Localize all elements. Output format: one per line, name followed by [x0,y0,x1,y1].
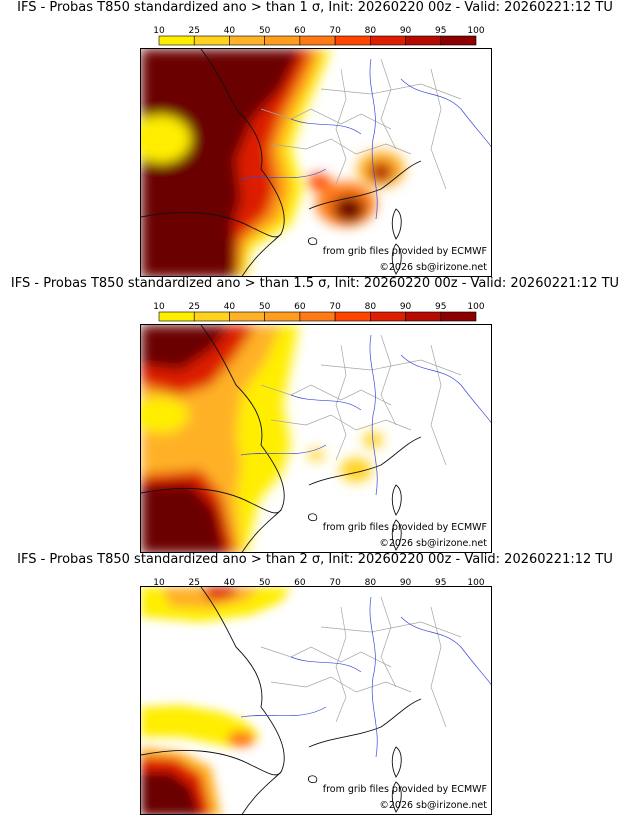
legend-swatch [440,311,477,322]
legend-tick-label: 40 [224,26,236,36]
legend-tick-label: 50 [259,578,271,588]
legend-tick-label: 50 [259,302,271,312]
legend-tick-label: 95 [435,578,446,588]
legend-swatch [405,35,442,46]
legend-tick-label: 90 [400,578,412,588]
legend-swatch [158,311,195,322]
legend-tick-label: 25 [188,302,199,312]
color-legend: 10 25 40 50 60 70 80 90 95 100 [153,26,485,46]
legend-swatch [334,311,371,322]
admin-borders [260,596,462,728]
legend-swatch [440,35,477,46]
legend-swatch [299,311,336,322]
copyright-credit: ©2026 sb@irizone.net [379,262,487,273]
legend-swatch [370,311,406,322]
legend-tick-label: 40 [224,302,236,312]
legend-tick-label: 100 [467,302,484,312]
copyright-credit: ©2026 sb@irizone.net [379,800,487,811]
legend-tick-label: 100 [467,26,484,36]
panel-title: IFS - Probas T850 standardized ano > tha… [10,276,620,291]
legend-swatch [193,311,230,322]
legend-tick-label: 10 [153,302,165,312]
legend-tick-label: 70 [329,26,341,36]
probability-map: from grib files provided by ECMWF ©2026 … [140,48,492,277]
panel-title: IFS - Probas T850 standardized ano > tha… [17,0,613,15]
legend-swatch [158,35,195,46]
legend-tick-label: 60 [294,302,306,312]
color-legend: 10 25 40 50 60 70 80 90 95 100 [153,302,485,322]
legend-tick-label: 100 [467,578,484,588]
probability-field [141,49,405,276]
admin-borders [260,334,462,466]
legend-tick-label: 90 [400,26,412,36]
legend-tick-label: 95 [435,26,446,36]
data-source-credit: from grib files provided by ECMWF [322,246,487,257]
probability-field [141,325,383,552]
legend-tick-label: 95 [435,302,446,312]
legend-tick-label: 60 [294,26,306,36]
legend-swatch [193,35,230,46]
legend-swatch [229,35,265,46]
legend-tick-label: 80 [365,578,377,588]
panel-title: IFS - Probas T850 standardized ano > tha… [17,552,613,567]
legend-tick-label: 50 [259,26,271,36]
legend-swatch [264,311,301,322]
map-panel-3: IFS - Probas T850 standardized ano > tha… [0,552,630,828]
admin-borders [260,58,462,190]
legend-swatch [334,35,371,46]
copyright-credit: ©2026 sb@irizone.net [379,538,487,549]
legend-swatch [229,311,265,322]
probability-map: from grib files provided by ECMWF ©2026 … [140,586,492,815]
legend-tick-label: 40 [224,578,236,588]
coastlines [141,587,422,814]
legend-swatch [370,35,406,46]
rivers [240,596,491,758]
legend-tick-label: 60 [294,578,306,588]
legend-swatch [405,311,442,322]
legend-swatch [264,35,301,46]
coastlines [141,49,422,276]
data-source-credit: from grib files provided by ECMWF [322,522,487,533]
probability-map: from grib files provided by ECMWF ©2026 … [140,324,492,553]
map-panel-2: IFS - Probas T850 standardized ano > tha… [0,276,630,553]
map-panel-1: IFS - Probas T850 standardized ano > tha… [0,0,630,277]
rivers [240,334,491,496]
data-source-credit: from grib files provided by ECMWF [322,784,487,795]
legend-tick-label: 80 [365,302,377,312]
legend-tick-label: 70 [329,578,341,588]
legend-tick-label: 80 [365,26,377,36]
legend-tick-label: 70 [329,302,341,312]
legend-tick-label: 25 [188,578,199,588]
legend-tick-label: 25 [188,26,199,36]
legend-tick-label: 10 [153,26,165,36]
probability-field [141,587,291,814]
legend-tick-label: 90 [400,302,412,312]
coastlines [141,325,422,552]
legend-tick-label: 10 [153,578,165,588]
rivers [240,58,491,220]
legend-swatch [299,35,336,46]
